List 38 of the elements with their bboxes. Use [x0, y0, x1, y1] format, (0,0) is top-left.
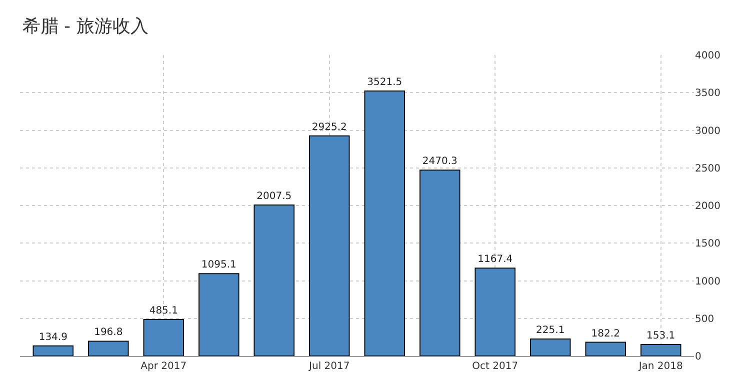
- data-label: 134.9: [38, 332, 68, 343]
- data-label: 485.1: [149, 306, 178, 316]
- y-tick-label: 0: [695, 352, 702, 362]
- bar: [585, 342, 626, 356]
- x-tick-label: Jul 2017: [308, 361, 350, 372]
- data-label: 153.1: [646, 330, 676, 342]
- data-label: 1095.1: [201, 260, 236, 271]
- bar: [88, 340, 129, 356]
- data-label: 2470.3: [422, 156, 458, 168]
- bar: [32, 345, 74, 356]
- y-tick-label: 2500: [695, 163, 720, 174]
- chart-title: 希腊 - 旅游收入: [22, 16, 148, 37]
- bar: [254, 204, 295, 356]
- y-tick-label: 1000: [695, 276, 720, 288]
- bar: [308, 135, 350, 356]
- data-label: 2925.2: [312, 122, 347, 133]
- y-tick-label: 3000: [695, 126, 720, 137]
- y-tick-label: 2000: [695, 201, 720, 212]
- data-label: 182.2: [591, 328, 620, 340]
- data-label: 1167.4: [478, 254, 513, 266]
- bar: [474, 268, 516, 356]
- data-label: 196.8: [94, 327, 123, 338]
- x-tick-label: Apr 2017: [140, 361, 187, 372]
- x-tick-label: Oct 2017: [472, 361, 518, 372]
- bar: [198, 273, 240, 356]
- y-tick-label: 1500: [695, 238, 720, 250]
- y-tick-label: 4000: [695, 50, 720, 62]
- bar: [419, 170, 460, 356]
- y-tick-label: 500: [695, 314, 714, 325]
- bar: [364, 90, 406, 356]
- y-tick-label: 3500: [695, 88, 720, 100]
- bar: [640, 344, 682, 356]
- data-label: 3521.5: [367, 77, 402, 88]
- data-label: 2007.5: [256, 190, 292, 202]
- data-label: 225.1: [536, 325, 565, 336]
- bar: [530, 338, 571, 356]
- x-tick-label: Jan 2018: [638, 361, 683, 372]
- bar: [143, 319, 184, 356]
